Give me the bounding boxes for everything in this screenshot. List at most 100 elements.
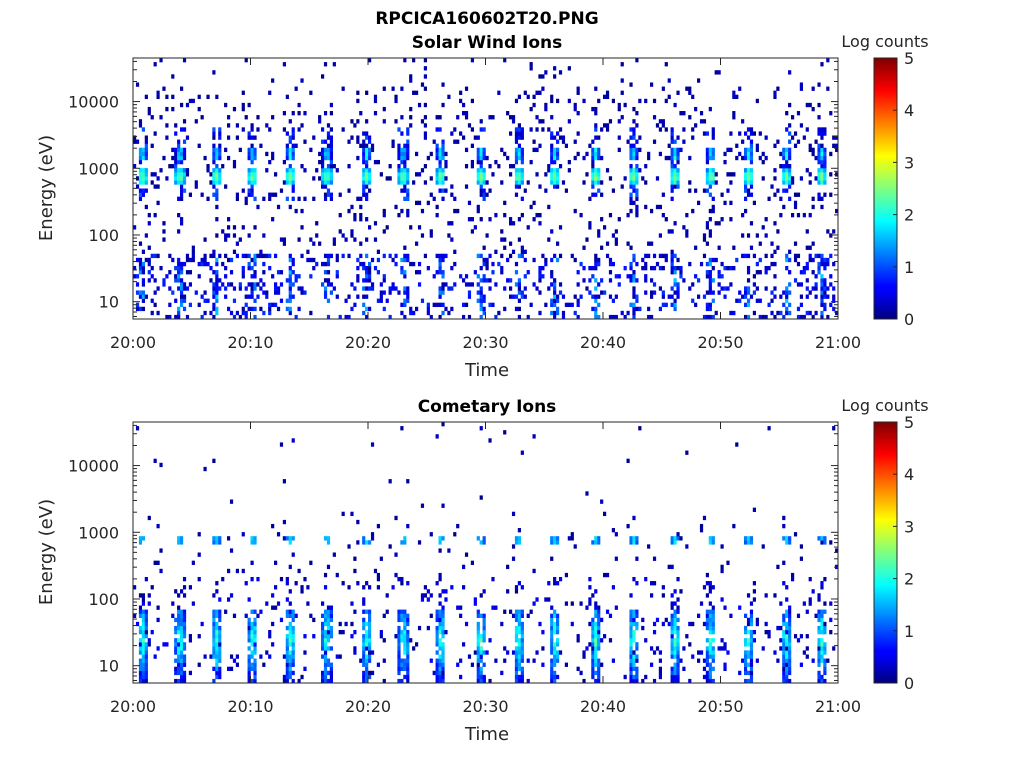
heatmap-cell	[708, 638, 712, 643]
heatmap-cell	[629, 168, 633, 173]
heatmap-cell	[529, 609, 533, 614]
heatmap-cell	[403, 172, 407, 177]
heatmap-cell	[224, 184, 228, 189]
heatmap-cell	[711, 536, 715, 541]
heatmap-cell	[482, 613, 486, 618]
heatmap-cell	[329, 196, 333, 201]
heatmap-cell	[511, 119, 516, 124]
heatmap-cell	[276, 286, 281, 291]
heatmap-cell	[691, 127, 695, 132]
heatmap-cell	[335, 654, 339, 659]
heatmap-cell	[500, 237, 504, 242]
heatmap-cell	[426, 625, 430, 631]
heatmap-cell	[746, 253, 751, 259]
heatmap-cell	[291, 155, 295, 161]
heatmap-cell	[749, 678, 754, 683]
heatmap-cell	[300, 589, 304, 594]
heatmap-cell	[347, 314, 351, 319]
heatmap-cell	[141, 642, 145, 647]
heatmap-cell	[291, 172, 295, 177]
heatmap-cell	[326, 172, 331, 177]
heatmap-cell	[182, 654, 187, 659]
heatmap-cell	[694, 106, 698, 112]
heatmap-cell	[538, 274, 542, 279]
heatmap-cell	[617, 102, 621, 108]
heatmap-cell	[341, 629, 345, 635]
heatmap-cell	[635, 621, 639, 627]
heatmap-cell	[476, 176, 480, 181]
heatmap-cell	[438, 151, 442, 157]
heatmap-cell	[788, 70, 792, 75]
heatmap-cell	[138, 257, 143, 263]
heatmap-cell	[550, 147, 554, 153]
heatmap-cell	[288, 601, 292, 606]
heatmap-cell	[553, 621, 557, 627]
heatmap-cell	[441, 82, 445, 87]
heatmap-cell	[288, 658, 292, 663]
heatmap-cell	[321, 601, 325, 606]
heatmap-cell	[705, 638, 709, 643]
heatmap-cell	[285, 94, 289, 100]
heatmap-cell	[174, 168, 178, 173]
heatmap-cell	[209, 310, 213, 316]
heatmap-cell	[520, 658, 524, 663]
heatmap-cell	[823, 540, 827, 545]
heatmap-cell	[652, 556, 657, 561]
heatmap-cell	[323, 617, 328, 623]
heatmap-cell	[550, 540, 554, 545]
heatmap-cell	[344, 314, 348, 319]
heatmap-cell	[171, 106, 175, 112]
heatmap-cell	[265, 168, 269, 173]
heatmap-cell	[614, 314, 618, 319]
heatmap-cell	[764, 217, 768, 222]
heatmap-cell	[368, 609, 372, 614]
heatmap-cell	[141, 127, 145, 132]
heatmap-cell	[291, 662, 295, 667]
heatmap-cell	[823, 621, 827, 627]
heatmap-cell	[535, 286, 539, 291]
heatmap-cell	[632, 638, 636, 643]
heatmap-cell	[177, 625, 181, 631]
heatmap-cell	[329, 159, 333, 165]
heatmap-cell	[321, 670, 325, 676]
heatmap-cell	[597, 314, 601, 319]
heatmap-cell	[194, 184, 198, 189]
heatmap-cell	[218, 642, 222, 647]
heatmap-cell	[141, 601, 145, 606]
heatmap-cell	[162, 278, 166, 283]
heatmap-cell	[561, 294, 566, 299]
heatmap-cell	[224, 274, 228, 279]
heatmap-cell	[820, 581, 824, 586]
heatmap-cell	[603, 511, 607, 517]
heatmap-cell	[406, 634, 410, 639]
heatmap-cell	[670, 147, 674, 153]
heatmap-cell	[632, 302, 636, 308]
heatmap-cell	[641, 625, 645, 631]
heatmap-cell	[817, 642, 821, 647]
heatmap-cell	[705, 168, 709, 173]
heatmap-cell	[435, 151, 439, 157]
heatmap-cell	[673, 253, 677, 259]
heatmap-cell	[788, 270, 792, 275]
heatmap-cell	[629, 147, 633, 153]
heatmap-cell	[635, 540, 639, 545]
heatmap-cell	[144, 257, 148, 263]
heatmap-cell	[144, 143, 148, 148]
heatmap-cell	[485, 261, 489, 267]
heatmap-cell	[141, 654, 145, 659]
heatmap-cell	[288, 670, 292, 676]
heatmap-cell	[470, 662, 474, 667]
heatmap-cell	[417, 225, 422, 230]
heatmap-cell	[291, 625, 295, 631]
heatmap-cell	[732, 245, 736, 250]
heatmap-cell	[423, 74, 427, 79]
heatmap-cell	[215, 294, 219, 299]
heatmap-cell	[326, 646, 331, 651]
heatmap-cell	[368, 613, 372, 618]
heatmap-cell	[406, 646, 410, 651]
heatmap-cell	[699, 119, 704, 124]
heatmap-cell	[644, 164, 648, 169]
heatmap-cell	[435, 212, 439, 218]
heatmap-cell	[218, 127, 222, 132]
heatmap-cell	[773, 286, 777, 291]
